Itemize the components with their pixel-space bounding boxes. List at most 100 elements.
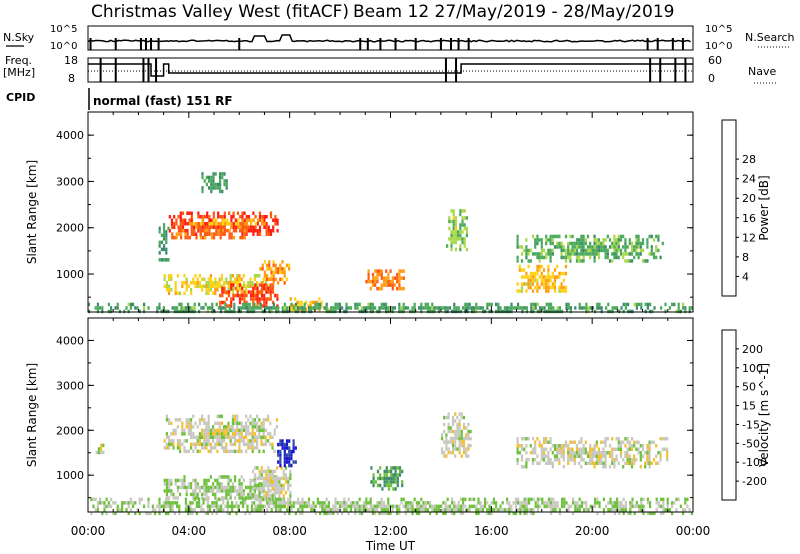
data-cell	[215, 228, 218, 233]
data-cell	[459, 511, 462, 516]
data-cell	[393, 283, 397, 287]
data-cell	[208, 229, 211, 233]
data-cell	[220, 277, 223, 281]
data-cell	[448, 237, 451, 241]
data-cell	[440, 447, 444, 451]
data-cell	[461, 230, 464, 234]
data-cell	[163, 223, 166, 227]
data-cell	[639, 458, 642, 462]
data-cell	[278, 494, 281, 498]
data-cell	[530, 508, 533, 512]
colorbar-tick-label: 4	[742, 270, 749, 283]
data-cell	[225, 485, 228, 490]
data-cell	[147, 511, 150, 516]
data-cell	[447, 422, 450, 427]
data-cell	[265, 483, 268, 488]
data-cell	[578, 454, 581, 458]
data-cell	[165, 237, 168, 241]
data-cell	[407, 306, 410, 310]
data-cell	[398, 306, 401, 310]
data-cell	[488, 302, 491, 307]
data-cell	[341, 501, 344, 505]
data-cell	[207, 435, 210, 440]
data-cell	[567, 302, 570, 307]
data-cell	[237, 508, 240, 512]
data-cell	[174, 291, 177, 295]
data-cell	[547, 271, 550, 276]
data-cell	[253, 432, 256, 436]
data-cell	[561, 504, 564, 509]
data-cell	[422, 501, 425, 505]
data-cell	[381, 476, 384, 481]
data-cell	[639, 252, 642, 256]
data-cell	[650, 248, 653, 253]
data-cell	[169, 504, 172, 509]
data-cell	[549, 248, 552, 253]
colorbar-tick-label: 50	[742, 381, 756, 394]
data-cell	[545, 278, 548, 283]
data-cell	[440, 433, 444, 437]
data-cell	[103, 508, 106, 512]
data-cell	[265, 490, 268, 495]
data-cell	[249, 439, 252, 443]
data-cell	[168, 421, 171, 426]
data-cell	[266, 263, 269, 268]
data-cell	[292, 504, 295, 509]
data-cell	[254, 229, 257, 233]
data-cell	[165, 504, 168, 509]
data-cell	[367, 269, 370, 273]
data-cell	[288, 456, 291, 461]
data-cell	[243, 297, 246, 301]
data-cell	[277, 309, 280, 314]
data-cell	[613, 501, 616, 505]
data-cell	[380, 269, 383, 273]
data-cell	[415, 511, 418, 516]
data-cell	[655, 454, 658, 458]
data-cell	[223, 439, 226, 443]
data-cell	[214, 446, 217, 450]
data-cell	[327, 307, 330, 312]
data-cell	[190, 418, 193, 422]
data-cell	[192, 449, 195, 454]
data-cell	[486, 306, 489, 310]
data-cell	[572, 511, 575, 516]
data-cell	[458, 436, 461, 441]
data-cell	[534, 451, 537, 455]
data-cell	[657, 248, 660, 253]
nsky-trace	[87, 34, 691, 43]
data-cell	[453, 306, 456, 310]
data-cell	[240, 492, 243, 497]
data-cell	[228, 511, 231, 516]
data-cell	[569, 451, 572, 455]
data-cell	[287, 476, 290, 481]
data-cell	[598, 504, 601, 509]
data-cell	[216, 428, 219, 433]
data-cell	[181, 432, 184, 436]
data-cell	[390, 473, 393, 477]
data-cell	[325, 309, 328, 314]
data-cell	[580, 501, 583, 505]
data-cell	[288, 453, 291, 457]
data-cell	[531, 451, 535, 455]
data-cell	[585, 508, 588, 512]
data-cell	[586, 252, 590, 256]
data-cell	[349, 306, 352, 310]
data-cell	[453, 302, 456, 307]
data-cell	[338, 306, 341, 310]
data-cell	[602, 511, 605, 516]
data-cell	[479, 306, 482, 310]
data-cell	[248, 218, 251, 222]
data-cell	[429, 309, 432, 314]
data-cell	[618, 504, 621, 509]
data-cell	[223, 182, 226, 187]
data-cell	[383, 473, 386, 477]
data-cell	[287, 487, 290, 491]
data-cell	[282, 469, 285, 474]
data-cell	[282, 476, 285, 481]
data-cell	[463, 237, 466, 241]
data-cell	[626, 252, 629, 256]
data-cell	[560, 447, 563, 451]
data-cell	[314, 306, 317, 310]
data-cell	[214, 442, 217, 447]
